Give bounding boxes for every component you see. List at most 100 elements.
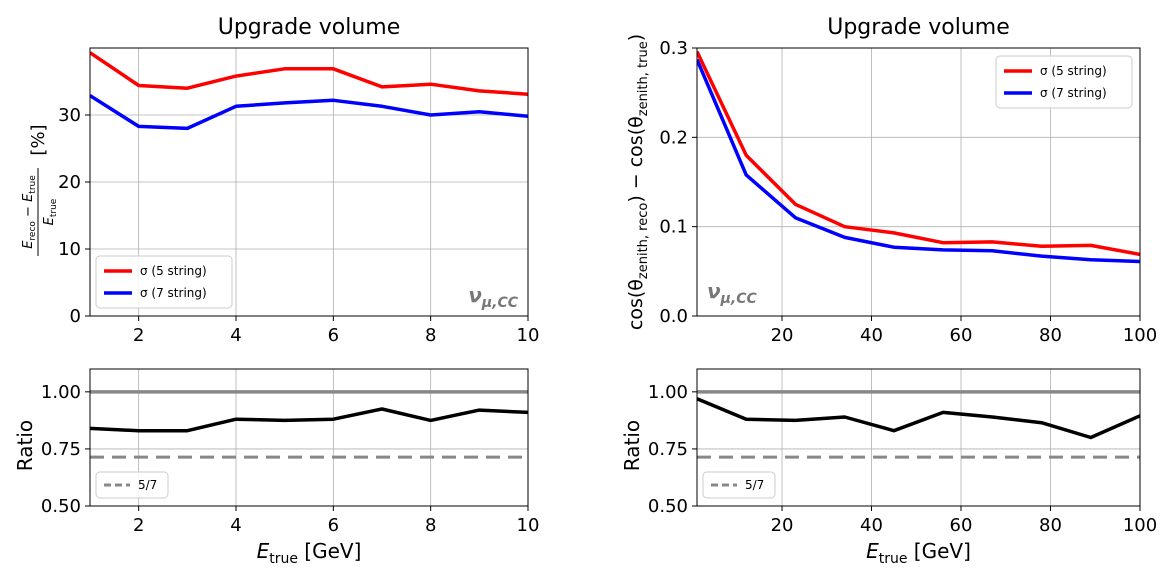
series-line [697, 58, 1140, 264]
x-tick-label: 4 [230, 325, 241, 346]
y-tick-label: 0.75 [41, 439, 81, 460]
x-tick-label: 10 [517, 515, 540, 536]
axes-frame-3 [696, 368, 1141, 507]
legend-frame [95, 471, 169, 499]
legend-label: 5/7 [745, 478, 764, 492]
legend-label: σ (5 string) [140, 264, 207, 278]
y-label-denominator: Etrue [42, 198, 59, 225]
x-tick-label: 80 [1039, 325, 1062, 346]
y-tick-label: 0.50 [648, 496, 688, 517]
x-tick-label: 6 [328, 515, 339, 536]
x-tick-label: 8 [425, 515, 436, 536]
x-tick-label: 6 [328, 325, 339, 346]
x-tick-label: 10 [517, 325, 540, 346]
x-tick-label: 60 [950, 325, 973, 346]
y-label-num-a: E [21, 240, 36, 249]
x-label-main: E [866, 539, 879, 563]
y-axis-label: Ratio [13, 420, 37, 471]
y-label-numerator: Ereco − Etrue [21, 175, 38, 249]
y-label-cos-mid: ) − cos(θ [625, 116, 647, 202]
annotation-nu-mu-cc: νμ,CC [707, 279, 758, 307]
x-tick-label: 100 [1123, 515, 1157, 536]
y-axis-label: Ratio [620, 420, 644, 471]
y-tick-label: 10 [58, 239, 81, 260]
x-axis-label: Etrue [GeV] [257, 539, 362, 567]
x-tick-label: 60 [950, 515, 973, 536]
x-tick-label: 40 [860, 515, 883, 536]
x-label-main: E [257, 539, 270, 563]
x-tick-label: 4 [230, 515, 241, 536]
x-axis-label: Etrue [GeV] [866, 539, 971, 567]
axes-frame-2 [696, 47, 1141, 317]
axes-2: 20 40 60 80 100 0.0 0.1 0.2 0.3 Upgrade volume νμ,… [659, 15, 1157, 346]
y-tick-label: 0.1 [659, 217, 688, 238]
annotation-main: ν [707, 279, 721, 303]
annotation-sub: μ,CC [481, 295, 519, 311]
y-label-cos-end: ) [625, 34, 647, 41]
x-label-unit: [GeV] [298, 539, 361, 563]
series-line [90, 94, 528, 131]
legend-label: 5/7 [138, 478, 157, 492]
series-group [90, 51, 528, 131]
x-tick-label: 40 [860, 325, 883, 346]
y-axis-label-cos: cos(θzenith, reco) − cos(θzenith, true) [625, 34, 651, 330]
y-label-den: E [42, 216, 57, 225]
axes-frame-1 [89, 368, 529, 507]
y-label-num-b-sub: true [28, 175, 38, 194]
y-label-den-sub: true [49, 198, 59, 217]
y-label-unit: [%] [28, 124, 49, 155]
axes-0: 2 4 6 8 10 0 10 20 30 Upgrade volume νμ,CC σ (5 str… [58, 15, 539, 346]
legend: σ (5 string) σ (7 string) [95, 255, 233, 309]
y-tick-label: 1.00 [648, 382, 688, 403]
axes-frame-0 [89, 47, 529, 317]
x-tick-label: 2 [133, 325, 144, 346]
x-label-sub: true [879, 551, 908, 567]
y-label-num-b: E [21, 193, 36, 202]
y-label-cos-a-sub: zenith, reco [636, 203, 651, 279]
annotation-sub: μ,CC [720, 291, 758, 307]
annotation-nu-mu-cc: νμ,CC [468, 283, 519, 311]
x-label-unit: [GeV] [907, 539, 970, 563]
y-tick-label: 0.75 [648, 439, 688, 460]
x-label-sub: true [269, 551, 298, 567]
y-tick-label: 0 [70, 306, 81, 327]
x-tick-label: 8 [425, 325, 436, 346]
y-tick-label: 0.0 [659, 306, 688, 327]
y-label-num-a-sub: reco [28, 221, 38, 241]
x-tick-label: 20 [771, 325, 794, 346]
chart-title: Upgrade volume [827, 15, 1010, 40]
y-label-cos-a: cos(θ [625, 279, 647, 330]
y-tick-label: 0.50 [41, 496, 81, 517]
y-tick-label: 1.00 [41, 382, 81, 403]
legend-label: σ (7 string) [140, 286, 207, 300]
ratio-line [89, 407, 529, 433]
axes-3: 20 40 60 80 100 0.50 0.75 1.00 5/7 Ratio Etrue [Ge… [620, 369, 1157, 567]
annotation-main: ν [468, 283, 482, 307]
series-line [90, 51, 528, 96]
x-tick-label: 2 [133, 515, 144, 536]
chart-title: Upgrade volume [218, 15, 401, 40]
legend: 5/7 [95, 471, 169, 499]
x-tick-label: 20 [771, 515, 794, 536]
x-tick-label: 80 [1039, 515, 1062, 536]
axes-1: 2 4 6 8 10 0.50 0.75 1.00 5/7 Ratio Etrue [GeV] [13, 369, 539, 567]
y-tick-label: 20 [58, 172, 81, 193]
legend: 5/7 [702, 471, 776, 499]
y-label-cos-text: cos(θzenith, reco) − cos(θzenith, true) [625, 34, 651, 330]
legend-label: σ (5 string) [1040, 64, 1107, 78]
series-group [697, 50, 1140, 264]
legend-label: σ (7 string) [1040, 86, 1107, 100]
x-tick-label: 100 [1123, 325, 1157, 346]
legend-frame [95, 255, 233, 309]
y-tick-label: 30 [58, 105, 81, 126]
legend: σ (5 string) σ (7 string) [995, 55, 1133, 109]
y-tick-label: 0.3 [659, 38, 688, 59]
series-line [697, 50, 1140, 257]
legend-frame [702, 471, 776, 499]
legend-frame [995, 55, 1133, 109]
y-label-minus: − [21, 202, 36, 221]
y-label-cos-b-sub: zenith, true [636, 41, 651, 116]
ratio-line [696, 397, 1141, 440]
